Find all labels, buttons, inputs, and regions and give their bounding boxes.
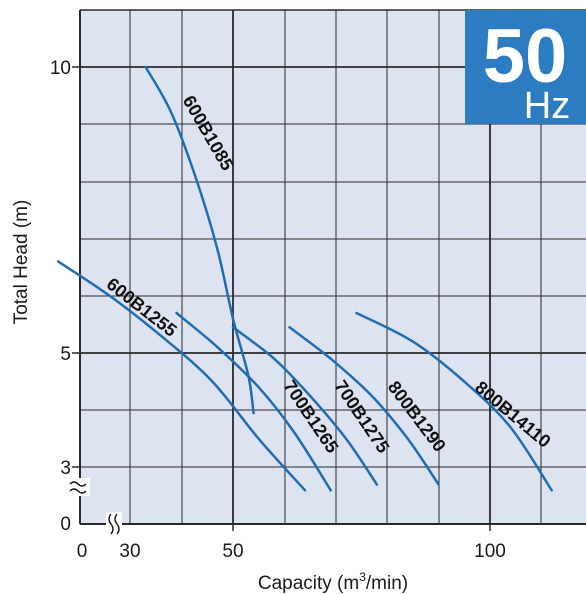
axis-break-marks <box>69 478 122 535</box>
x-axis-title-tail: /min) <box>366 573 408 594</box>
badge-value: 50 <box>483 14 568 99</box>
curve-700B1265 <box>175 311 332 492</box>
x-break-mark-2 <box>114 513 120 535</box>
x-axis-title-main: Capacity (m <box>258 573 359 594</box>
frequency-badge: 50 Hz <box>465 10 586 127</box>
x-tick-0: 0 <box>77 541 88 562</box>
y-tick-3: 3 <box>60 458 71 479</box>
y-axis-title: Total Head (m) <box>11 200 32 325</box>
badge-unit: Hz <box>524 85 570 127</box>
curve-700B1275 <box>231 326 379 486</box>
y-break-mark-2 <box>69 488 87 494</box>
curve-800B14110 <box>355 311 553 492</box>
y-break-mark-1 <box>69 481 87 487</box>
x-break-gap <box>106 512 122 534</box>
x-axis-title: Capacity (m3/min) <box>258 570 408 594</box>
x-break-mark-1 <box>108 513 114 535</box>
y-tick-0: 0 <box>60 514 71 535</box>
badge-background <box>465 10 586 124</box>
x-tick-50: 50 <box>222 541 243 562</box>
curve-600B1255 <box>56 260 307 492</box>
y-tick-10: 10 <box>50 58 71 79</box>
y-break-gap <box>70 478 90 496</box>
y-tick-5: 5 <box>60 344 71 365</box>
x-tick-100: 100 <box>474 541 506 562</box>
x-tick-30: 30 <box>119 541 140 562</box>
curve-800B1290 <box>288 326 440 486</box>
x-axis-title-sup: 3 <box>359 570 366 584</box>
